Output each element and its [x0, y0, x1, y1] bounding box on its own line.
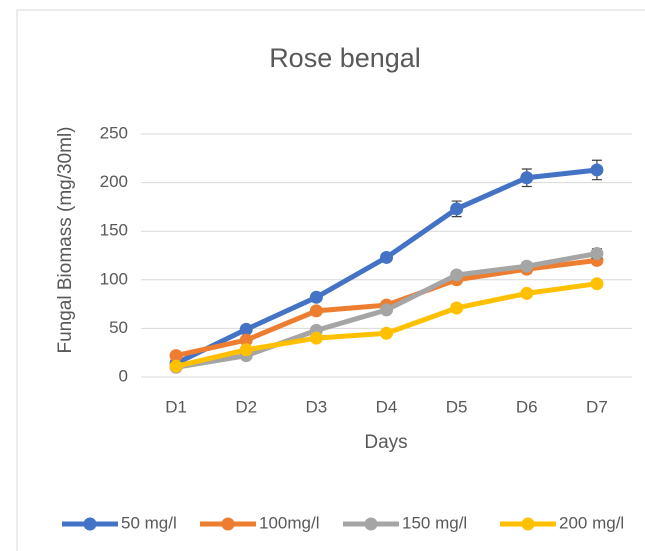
legend-label: 50 mg/l: [121, 513, 177, 532]
legend-marker: [83, 517, 97, 531]
x-tick-label: D7: [586, 397, 608, 416]
legend-label: 150 mg/l: [402, 513, 467, 532]
y-tick-label: 0: [119, 366, 128, 385]
x-tick-label: D1: [165, 397, 187, 416]
y-tick-label: 150: [100, 221, 128, 240]
chart-title: Rose bengal: [269, 43, 421, 73]
y-tick-label: 250: [100, 123, 128, 142]
data-point: [239, 343, 253, 357]
data-point: [590, 163, 604, 177]
legend-marker: [221, 517, 235, 531]
y-tick-label: 50: [109, 318, 128, 337]
x-axis-label: Days: [364, 432, 407, 453]
y-tick-label: 200: [100, 172, 128, 191]
legend-label: 200 mg/l: [559, 513, 624, 532]
data-point: [239, 333, 253, 347]
series-line: [175, 281, 598, 369]
data-point: [309, 304, 323, 318]
x-tick-label: D5: [446, 397, 468, 416]
legend-marker: [364, 517, 378, 531]
data-point: [380, 303, 393, 317]
data-point: [169, 349, 183, 363]
data-point: [450, 301, 464, 315]
x-tick-label: D2: [235, 397, 257, 416]
x-tick-label: D3: [305, 397, 327, 416]
data-point: [450, 202, 464, 216]
data-point: [450, 268, 464, 282]
data-point: [239, 322, 253, 336]
x-tick-label: D6: [516, 397, 538, 416]
data-point: [309, 290, 323, 304]
data-point: [380, 250, 393, 264]
x-tick-label: D4: [376, 397, 398, 416]
legend-label: 100mg/l: [259, 513, 319, 532]
data-point: [309, 331, 323, 345]
data-point: [520, 259, 534, 273]
data-point: [520, 286, 534, 300]
data-point: [169, 359, 183, 373]
y-tick-label: 100: [100, 269, 128, 288]
chart-border: [16, 9, 645, 551]
legend-marker: [521, 517, 535, 531]
data-point: [380, 326, 393, 340]
y-axis-label: Fungal Biomass (mg/30ml): [55, 126, 76, 353]
data-point: [590, 247, 604, 261]
data-point: [520, 171, 534, 185]
data-point: [590, 277, 604, 291]
